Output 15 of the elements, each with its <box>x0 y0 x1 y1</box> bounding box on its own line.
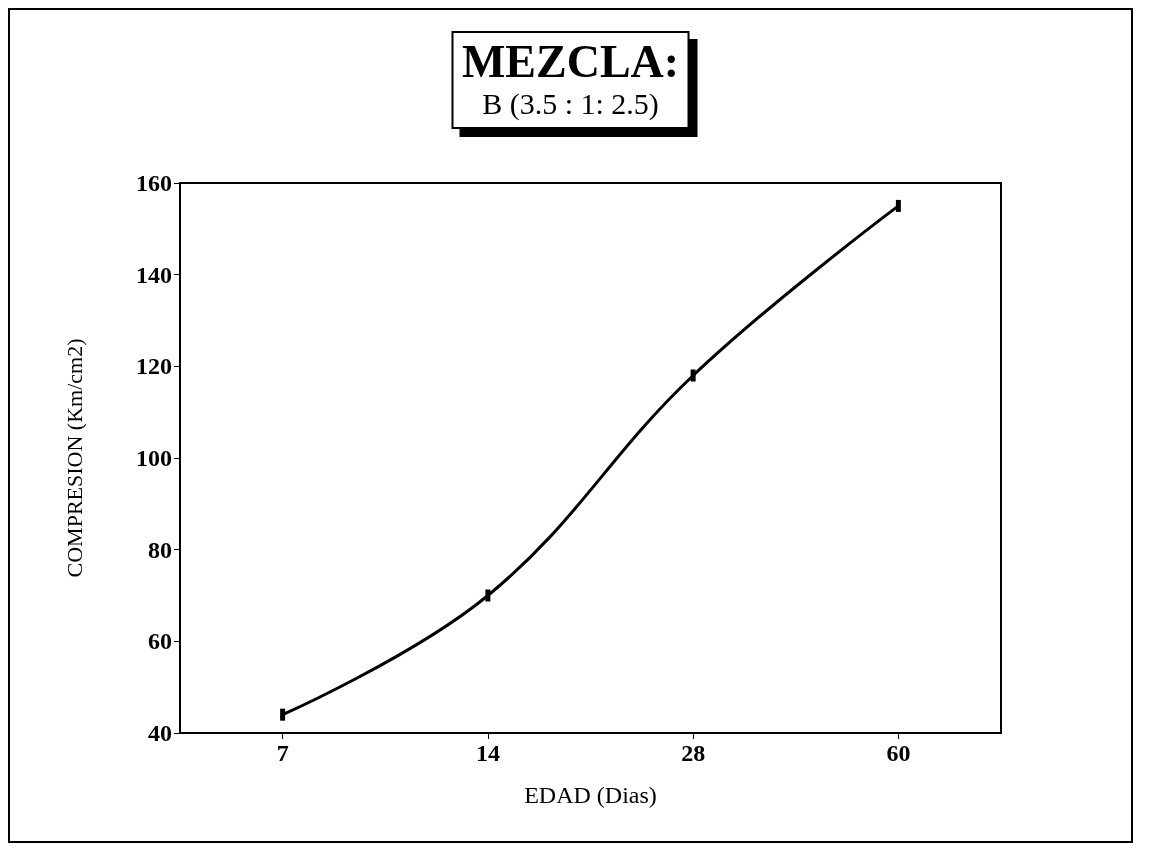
chart-title: MEZCLA: <box>461 35 680 87</box>
y-tick-label: 60 <box>148 628 172 655</box>
x-tick-label: 28 <box>681 740 706 766</box>
y-tick-label: 40 <box>148 720 172 746</box>
y-tick-label: 100 <box>136 445 172 471</box>
y-tick-label: 80 <box>148 536 172 563</box>
y-tick-label: 140 <box>136 261 172 288</box>
x-tick-label: 60 <box>886 740 911 766</box>
y-tick-label: 120 <box>136 353 172 380</box>
y-tick-label: 160 <box>136 170 172 196</box>
x-axis-title: EDAD (Dias) <box>524 782 657 808</box>
x-tick-label: 7 <box>276 740 289 766</box>
y-axis-title: COMPRESION (Km/cm2) <box>61 338 87 578</box>
x-tick-label: 14 <box>475 740 500 766</box>
chart-subtitle: B (3.5 : 1: 2.5) <box>482 86 659 121</box>
